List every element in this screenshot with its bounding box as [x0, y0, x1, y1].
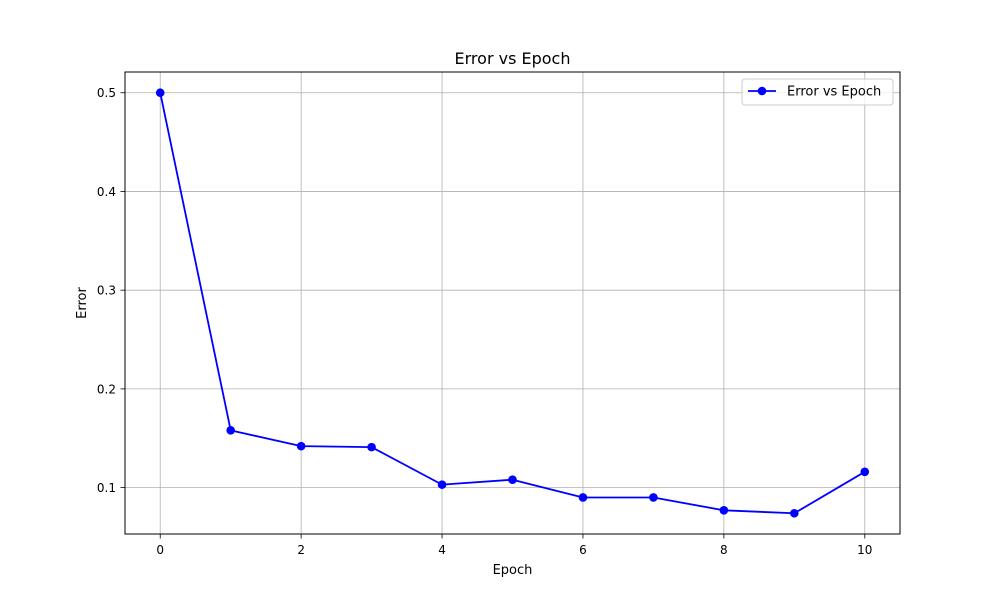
- data-point: [296, 441, 306, 451]
- x-tick-label: 8: [720, 543, 728, 557]
- data-point: [367, 442, 376, 452]
- legend-box: [741, 78, 894, 106]
- y-tick-label: 0.5: [97, 86, 116, 100]
- data-point: [226, 426, 235, 435]
- x-tick-label: 2: [297, 543, 305, 557]
- y-axis-label: Error: [75, 287, 90, 319]
- y-tick-label: 0.1: [97, 481, 116, 495]
- x-tick-label: 4: [438, 543, 446, 557]
- y-tick-label: 0.3: [97, 284, 116, 298]
- legend-label: Error vs Epoch: [787, 85, 881, 100]
- axis-ticks: 0 2 4 6 8 10 0.1 0.2 0.3 0.4 0.5: [97, 86, 873, 557]
- data-point: [719, 506, 729, 515]
- x-axis-label: Epoch: [493, 563, 533, 578]
- plot-area-frame: [124, 71, 901, 535]
- x-tick-label: 0: [156, 543, 164, 557]
- data-point: [508, 475, 517, 485]
- data-point: [437, 480, 447, 489]
- data-point: [649, 493, 658, 502]
- data-point: [790, 508, 799, 518]
- y-tick-label: 0.2: [97, 382, 116, 396]
- data-point: [578, 493, 588, 502]
- legend: Error vs Epoch: [741, 78, 894, 106]
- data-series: [155, 88, 870, 518]
- data-point: [155, 88, 165, 98]
- chart-title: Error vs Epoch: [455, 49, 571, 68]
- y-tick-label: 0.4: [97, 185, 116, 199]
- x-tick-label: 10: [857, 543, 872, 557]
- data-point: [860, 467, 870, 477]
- legend-marker-swatch: [757, 86, 767, 96]
- x-tick-label: 6: [579, 543, 587, 557]
